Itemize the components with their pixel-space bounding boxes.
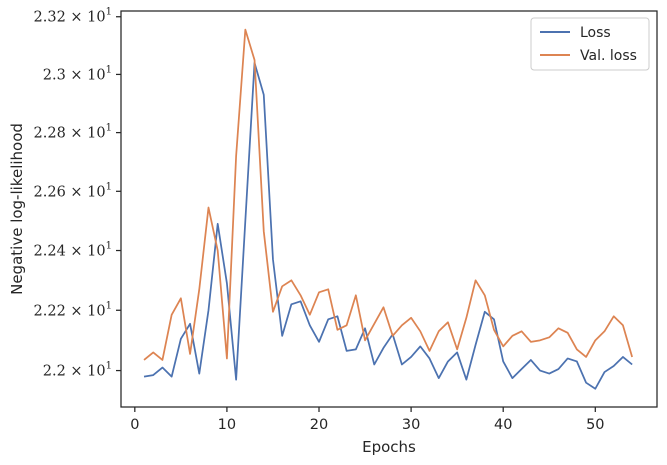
x-tick-label: 20: [310, 417, 328, 433]
x-tick-label: 10: [218, 417, 236, 433]
y-tick-label: 2.32 × 101: [34, 7, 112, 26]
y-axis: 2.2 × 101 2.22 × 101 2.24 × 101 2.26 × 101 2…: [34, 7, 121, 380]
legend-label-loss: Loss: [580, 25, 611, 41]
y-axis-label: Negative log-likelihood: [8, 123, 26, 295]
y-tick-label: 2.2 × 101: [43, 361, 112, 380]
series-layer: [143, 28, 633, 390]
legend-label-val-loss: Val. loss: [580, 48, 637, 64]
x-tick-label: 40: [494, 417, 512, 433]
y-tick-label: 2.28 × 101: [34, 123, 112, 142]
x-tick-label: 50: [586, 417, 604, 433]
y-tick-label: 2.24 × 101: [34, 241, 112, 260]
x-tick-label: 0: [130, 417, 139, 433]
x-axis: 0 10 20 30 40 50: [130, 407, 605, 433]
plot-frame: [120, 10, 658, 408]
series-line-val-loss: [143, 28, 633, 361]
legend: Loss Val. loss: [530, 17, 650, 71]
y-tick-label: 2.3 × 101: [43, 64, 112, 83]
y-tick-label: 2.26 × 101: [34, 181, 112, 200]
y-tick-label: 2.22 × 101: [34, 300, 112, 319]
series-line-loss: [143, 61, 633, 390]
x-axis-label: Epochs: [362, 438, 416, 456]
x-tick-label: 30: [402, 417, 420, 433]
